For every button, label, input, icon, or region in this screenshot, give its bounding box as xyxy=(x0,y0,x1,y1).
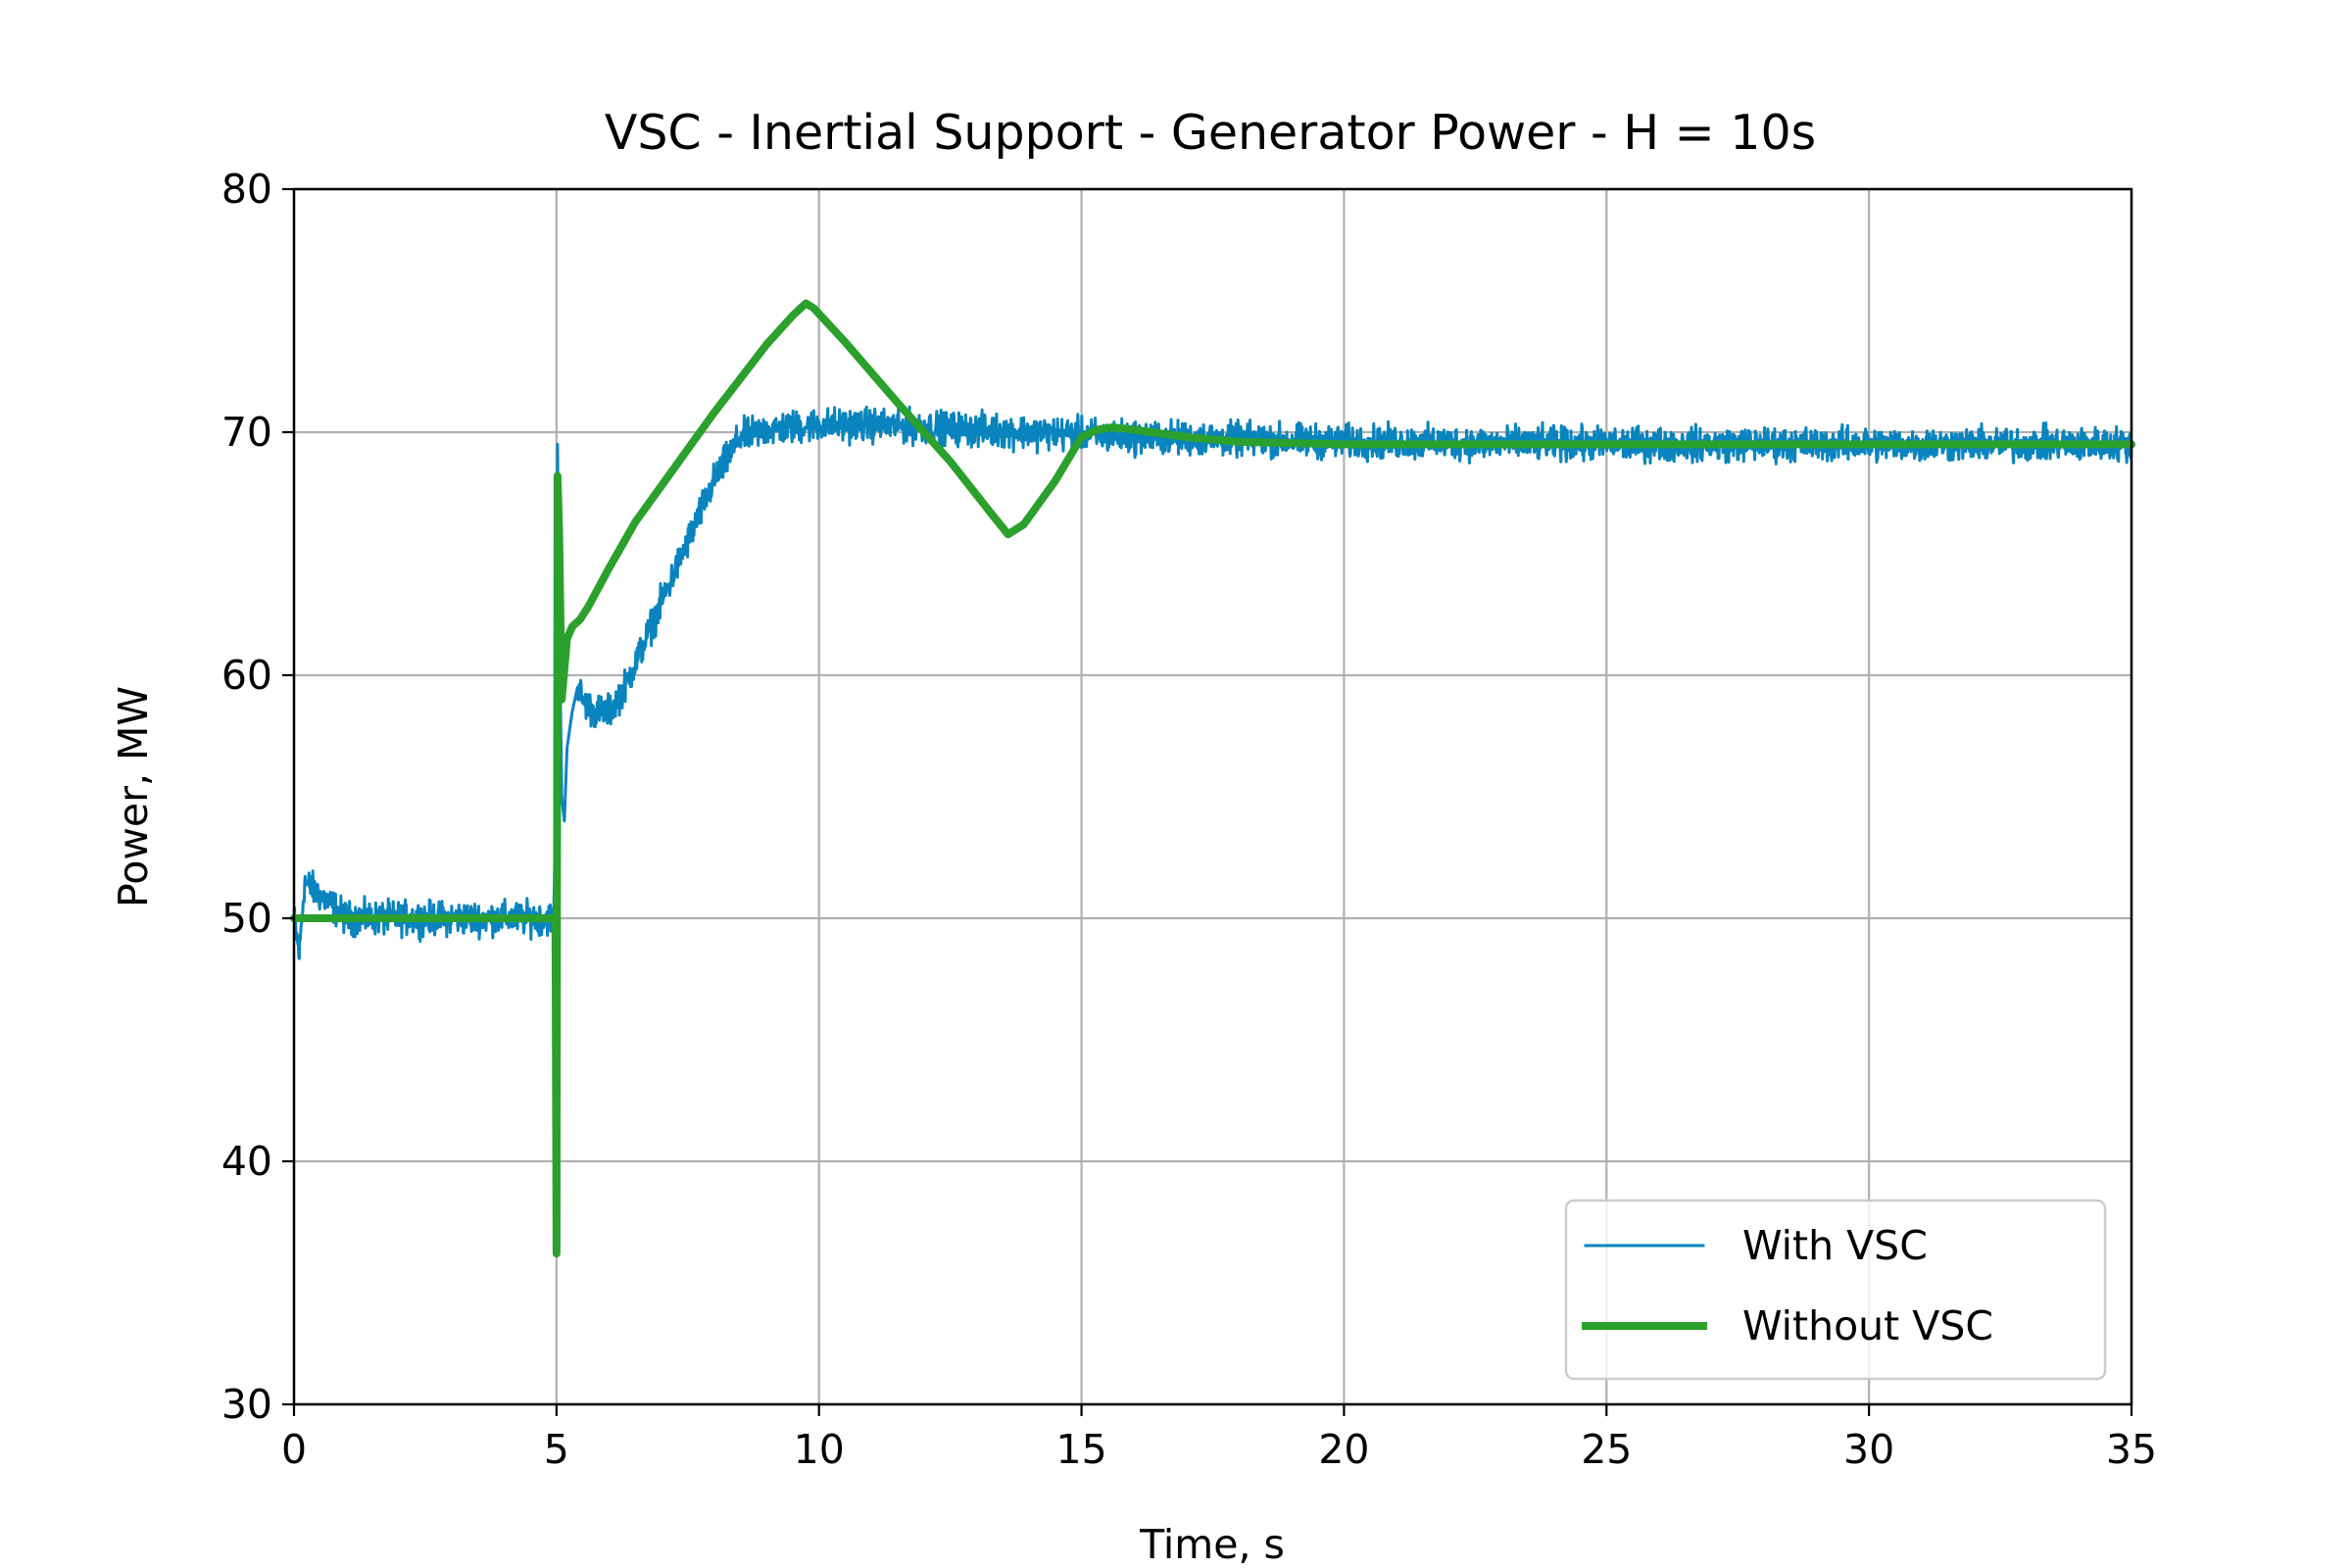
chart-title: VSC - Inertial Support - Generator Power… xyxy=(605,105,1816,161)
y-tick-label: 40 xyxy=(221,1138,272,1185)
x-tick-label: 0 xyxy=(281,1426,307,1473)
x-tick-label: 5 xyxy=(544,1426,569,1473)
y-tick-label: 30 xyxy=(221,1381,272,1428)
y-axis-label: Power, MW xyxy=(110,686,157,907)
legend: With VSC Without VSC xyxy=(1564,1199,2107,1381)
plot-frame xyxy=(292,187,2133,1406)
series-layer xyxy=(290,299,2135,1258)
legend-label-with-vsc: With VSC xyxy=(1742,1222,1928,1269)
x-tick-label: 30 xyxy=(1843,1426,1894,1473)
x-tick-label: 25 xyxy=(1581,1426,1632,1473)
x-tick-label: 35 xyxy=(2106,1426,2157,1473)
x-axis-ticks: 0 5 10 15 20 25 30 35 xyxy=(281,1404,2157,1473)
x-tick-label: 20 xyxy=(1318,1426,1369,1473)
legend-label-without-vsc: Without VSC xyxy=(1742,1302,1993,1349)
x-axis-label: Time, s xyxy=(1139,1521,1285,1568)
y-axis-ticks: 30 40 50 60 70 80 xyxy=(221,166,294,1428)
x-tick-label: 15 xyxy=(1055,1426,1106,1473)
y-tick-label: 80 xyxy=(221,166,272,213)
y-tick-label: 70 xyxy=(221,409,272,456)
y-tick-label: 60 xyxy=(221,652,272,699)
y-tick-label: 50 xyxy=(221,895,272,942)
series-line-without-vsc xyxy=(290,299,2135,1258)
x-tick-label: 10 xyxy=(794,1426,845,1473)
